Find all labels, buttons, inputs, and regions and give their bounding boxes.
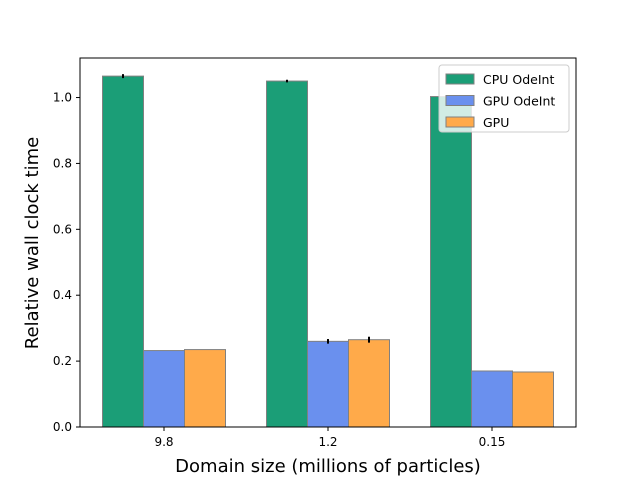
bar-gpu-odeint-1.2: [307, 340, 349, 428]
bar-gpu-1.2: [348, 339, 390, 428]
legend: CPU OdeInt GPU OdeInt GPU: [438, 64, 570, 133]
bar-gpu-9.8: [184, 349, 226, 428]
x-tick-label: 9.8: [154, 435, 173, 449]
x-axis-title: Domain size (millions of particles): [175, 456, 481, 477]
bar-gpu-odeint-0.15: [471, 370, 513, 428]
legend-swatch: [445, 73, 475, 85]
error-bars-group: [122, 74, 370, 344]
y-axis: 0.0 0.2 0.4 0.6 0.8 1.0: [53, 91, 80, 434]
bars-group: [102, 75, 554, 428]
legend-swatch: [445, 95, 475, 106]
x-tick-label: 0.15: [479, 435, 506, 449]
y-tick-label: 0.0: [53, 420, 72, 434]
bar-cpu-odeint-1.2: [266, 80, 308, 428]
legend-label: CPU OdeInt: [483, 72, 554, 87]
bar-gpu-0.15: [512, 371, 554, 428]
x-tick-label: 1.2: [318, 435, 337, 449]
bar-gpu-odeint-9.8: [143, 350, 185, 428]
y-tick-label: 0.2: [53, 354, 72, 368]
bar-cpu-odeint-0.15: [430, 96, 472, 428]
y-tick-label: 0.6: [53, 222, 72, 236]
y-axis-title: Relative wall clock time: [22, 137, 43, 349]
y-tick-label: 0.8: [53, 156, 72, 170]
legend-swatch: [445, 116, 475, 128]
legend-label: GPU: [483, 115, 509, 130]
bar-cpu-odeint-9.8: [102, 75, 144, 428]
x-axis: 9.8 1.2 0.15: [154, 427, 505, 449]
legend-label: GPU OdeInt: [483, 94, 555, 109]
y-tick-label: 1.0: [53, 91, 72, 105]
y-tick-label: 0.4: [53, 288, 72, 302]
